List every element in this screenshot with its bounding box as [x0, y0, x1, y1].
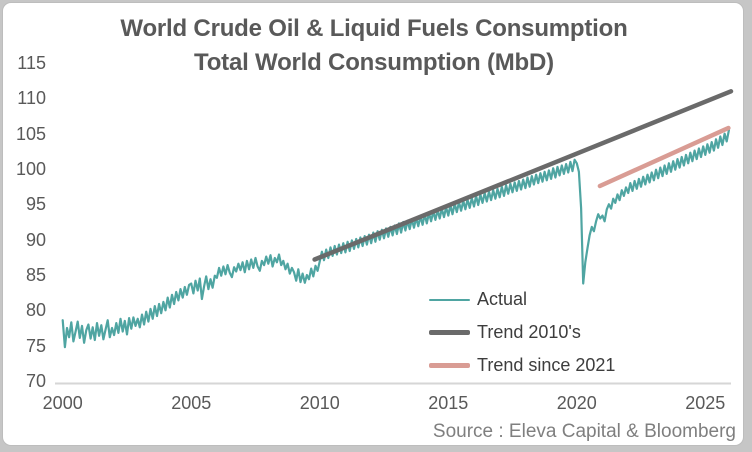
- x-tick-label-2010: 2010: [299, 393, 340, 413]
- x-tick-label-2025: 2025: [685, 393, 726, 413]
- legend-label-actual: Actual: [477, 289, 528, 309]
- legend: Actual Trend 2010's Trend since 2021: [429, 283, 615, 382]
- source-caption: Source : Eleva Capital & Bloomberg: [432, 421, 736, 442]
- legend-label-trend-2021: Trend since 2021: [477, 355, 616, 375]
- x-tick-label-2000: 2000: [42, 393, 83, 413]
- chart-card: [2, 2, 744, 446]
- trend-2010s-line-swatch: [429, 330, 470, 335]
- y-tick-label-80: 80: [25, 300, 46, 321]
- legend-item-actual: Actual: [429, 283, 615, 316]
- y-tick-label-100: 100: [15, 159, 46, 179]
- x-tick-label-2015: 2015: [428, 393, 469, 413]
- trend-2021-line-swatch: [429, 363, 470, 368]
- trend-2021-line: [597, 125, 731, 189]
- legend-label-trend-2010s: Trend 2010's: [477, 322, 581, 342]
- y-tick-label-110: 110: [17, 88, 46, 109]
- legend-item-trend-2021: Trend since 2021: [429, 349, 615, 382]
- y-tick-label-75: 75: [25, 335, 46, 356]
- x-tick-label-2020: 2020: [556, 393, 597, 413]
- chart-title-line1: World Crude Oil & Liquid Fuels Consumpti…: [120, 15, 628, 42]
- legend-item-trend-2010s: Trend 2010's: [429, 316, 615, 349]
- y-tick-label-70: 70: [25, 371, 46, 391]
- y-tick-label-95: 95: [25, 194, 46, 215]
- chart-title: World Crude Oil & Liquid Fuels Consumpti…: [0, 12, 748, 80]
- y-tick-label-115: 115: [17, 53, 46, 73]
- trend-2010s-line: [312, 89, 734, 262]
- y-tick-label-105: 105: [15, 123, 46, 144]
- actual-line-swatch: [429, 298, 470, 301]
- chart-title-line2: Total World Consumption (MbD): [194, 49, 554, 76]
- y-tick-label-85: 85: [25, 265, 46, 285]
- y-tick-label-90: 90: [25, 229, 46, 250]
- actual-line: [61, 129, 731, 349]
- x-tick-label-2005: 2005: [171, 393, 212, 413]
